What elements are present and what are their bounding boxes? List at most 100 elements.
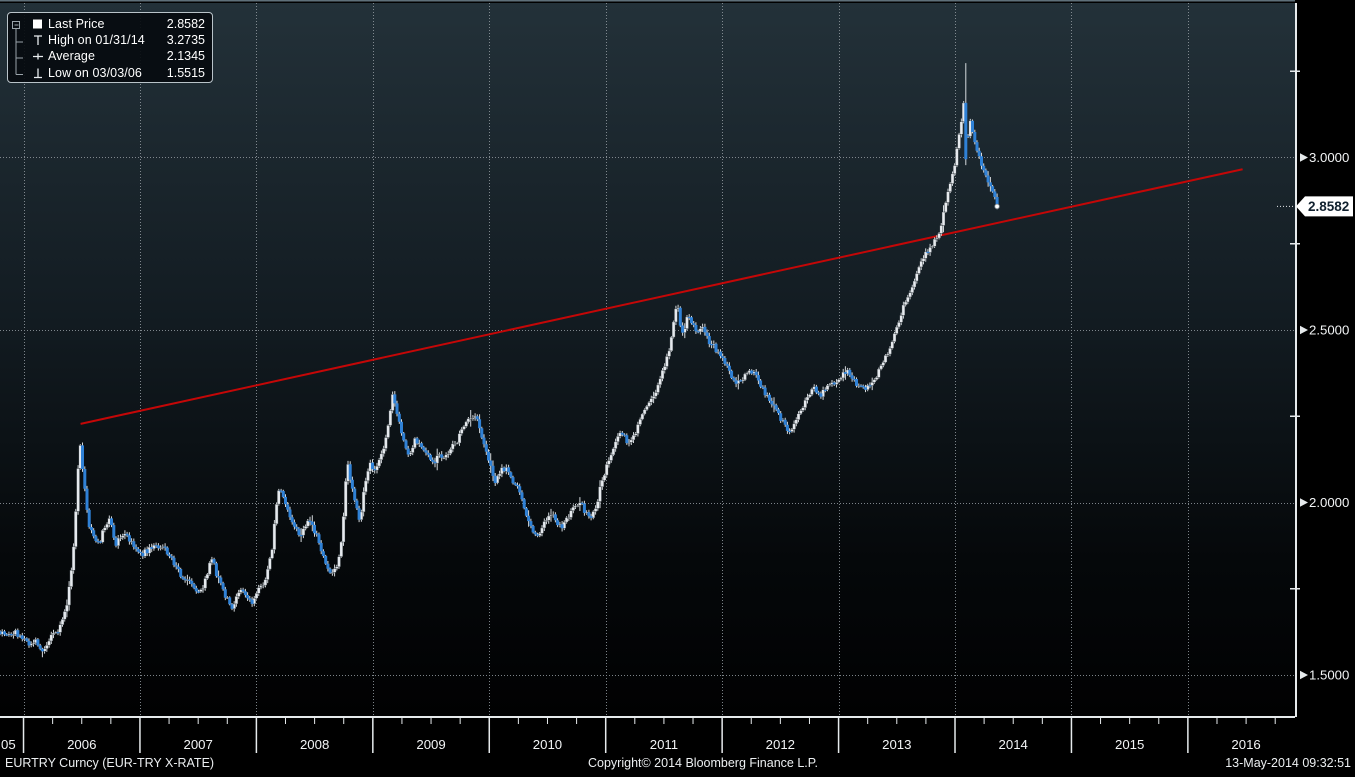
last-price-badge — [1296, 196, 1353, 217]
y-tick-arrow-icon — [1300, 325, 1308, 335]
x-major-tick — [372, 716, 374, 753]
y-axis-price-label: 1.5000 — [1309, 668, 1349, 683]
x-minor-tick — [867, 718, 869, 724]
x-axis-year-label: 2011 — [650, 737, 678, 752]
average-marker-icon — [32, 50, 48, 62]
x-axis-year-label: 2014 — [999, 737, 1028, 752]
x-minor-tick — [1274, 718, 1276, 724]
x-major-tick — [139, 716, 141, 753]
x-axis-ticks — [22, 716, 1276, 753]
chart-legend[interactable]: Last Price 2.8582 High on 01/31/14 3.273… — [7, 12, 213, 83]
legend-label: Low on 03/03/06 — [48, 65, 142, 80]
high-marker-icon — [32, 34, 48, 46]
x-major-tick — [22, 716, 25, 753]
y-tick-arrow-icon — [1300, 498, 1308, 507]
plot-top-border — [0, 0, 1295, 2]
low-marker-icon — [32, 67, 48, 79]
x-axis-year-label: 2008 — [300, 737, 329, 752]
x-minor-tick — [1129, 718, 1131, 724]
last-price-badge-text: 2.8582 — [1308, 199, 1349, 214]
legend-row-average[interactable]: Average 2.1345 — [32, 48, 205, 64]
y-axis-price-label: 3.0000 — [1309, 150, 1349, 165]
legend-label: Last Price — [48, 17, 105, 32]
x-minor-tick — [343, 718, 345, 724]
x-axis-year-label: 2016 — [1231, 737, 1260, 752]
legend-row-low[interactable]: Low on 03/03/06 1.5515 — [32, 65, 205, 81]
y-minor-tick — [1290, 70, 1300, 72]
y-tick-arrow-icon — [1300, 670, 1308, 680]
y-minor-tick — [1290, 415, 1300, 418]
legend-value: 1.5515 — [166, 65, 205, 80]
x-minor-tick — [226, 718, 228, 724]
x-minor-tick — [808, 718, 810, 724]
x-axis-labels: 05 2006 2007 2008 2009 2010 2011 2012 2013 2014 20… — [1, 737, 1261, 752]
y-axis-line — [1295, 3, 1297, 717]
price-bars — [0, 63, 999, 658]
x-minor-tick — [314, 718, 316, 724]
chart-footer: EURTRY Curncy (EUR-TRY X-RATE) Copyright… — [0, 750, 1355, 777]
x-minor-tick — [779, 718, 781, 724]
y-tick-arrow-icon — [1300, 153, 1308, 162]
security-label: EURTRY Curncy (EUR-TRY X-RATE) — [5, 756, 215, 770]
legend-tree-glyph — [12, 21, 23, 75]
x-minor-tick — [546, 718, 548, 724]
legend-value: 2.8582 — [166, 17, 205, 32]
y-axis-price-label: 2.0000 — [1309, 495, 1349, 510]
x-axis-year-label: 2007 — [184, 737, 213, 752]
x-minor-tick — [168, 718, 170, 724]
x-minor-tick — [1012, 718, 1014, 724]
x-minor-tick — [1245, 718, 1247, 724]
x-minor-tick — [896, 718, 898, 724]
x-minor-tick — [197, 718, 199, 724]
x-minor-tick — [663, 718, 665, 724]
x-minor-tick — [401, 718, 403, 724]
x-major-tick — [721, 716, 723, 753]
x-minor-tick — [576, 718, 578, 724]
x-minor-tick — [81, 718, 83, 724]
x-major-tick — [837, 716, 840, 753]
legend-label: High on 01/31/14 — [48, 33, 145, 48]
x-minor-tick — [1216, 718, 1218, 724]
x-major-tick — [1187, 716, 1189, 753]
legend-row-high[interactable]: High on 01/31/14 3.2735 — [32, 32, 205, 48]
x-axis-year-label: 2006 — [67, 737, 96, 752]
last-price-square-icon — [32, 18, 48, 30]
x-major-tick — [604, 716, 607, 753]
y-axis-price-label: 2.5000 — [1309, 323, 1349, 338]
legend-value: 3.2735 — [166, 33, 205, 48]
x-minor-tick — [430, 718, 432, 724]
plot-area — [0, 3, 1295, 717]
x-major-tick — [255, 716, 258, 753]
last-price-marker — [994, 203, 1000, 210]
legend-row-last-price[interactable]: Last Price 2.8582 — [32, 16, 205, 32]
x-minor-tick — [692, 718, 694, 724]
x-minor-tick — [110, 718, 112, 724]
x-major-tick — [1070, 716, 1073, 753]
y-minor-tick — [1290, 242, 1300, 245]
x-minor-tick — [1100, 718, 1102, 724]
x-axis-line — [0, 716, 1295, 718]
x-major-tick — [488, 716, 491, 753]
x-minor-tick — [285, 718, 287, 724]
y-axis-labels: 1.5000 2.0000 2.5000 3.0000 — [1300, 150, 1349, 683]
x-minor-tick — [52, 718, 54, 724]
x-minor-tick — [517, 718, 519, 724]
x-minor-tick — [1158, 718, 1160, 724]
x-axis-year-label: 2015 — [1115, 737, 1144, 752]
x-minor-tick — [634, 718, 636, 724]
x-minor-tick — [1041, 718, 1043, 724]
y-minor-tick — [1290, 588, 1300, 590]
x-axis-year-label: 2012 — [766, 737, 795, 752]
legend-value: 2.1345 — [166, 49, 205, 64]
legend-label: Average — [48, 49, 96, 64]
timestamp-label: 13-May-2014 09:32:51 — [1225, 756, 1351, 770]
x-axis-year-label: 2010 — [533, 737, 562, 752]
x-minor-tick — [750, 718, 752, 724]
copyright-notice: Copyright© 2014 Bloomberg Finance L.P. — [588, 756, 818, 770]
x-minor-tick — [459, 718, 461, 724]
trend-line — [80, 168, 1243, 425]
x-minor-tick — [925, 718, 927, 724]
x-axis-year-label: 2009 — [416, 737, 445, 752]
